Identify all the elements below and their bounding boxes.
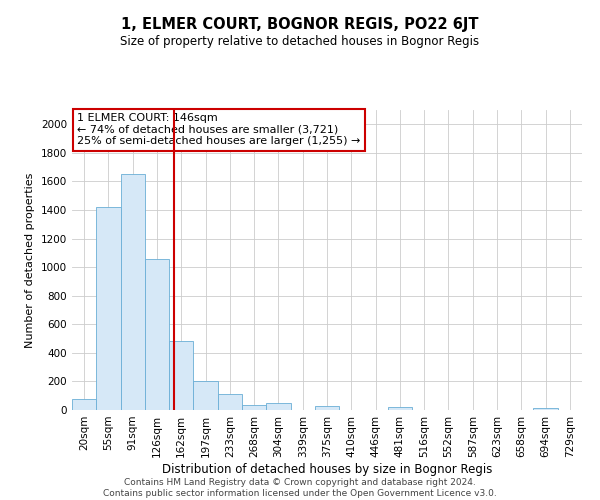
- Y-axis label: Number of detached properties: Number of detached properties: [25, 172, 35, 348]
- Text: 1 ELMER COURT: 146sqm
← 74% of detached houses are smaller (3,721)
25% of semi-d: 1 ELMER COURT: 146sqm ← 74% of detached …: [77, 113, 361, 146]
- Bar: [145, 258, 169, 410]
- Bar: [533, 408, 558, 410]
- Text: Size of property relative to detached houses in Bognor Regis: Size of property relative to detached ho…: [121, 35, 479, 48]
- Bar: [388, 407, 412, 410]
- Bar: [193, 382, 218, 410]
- Bar: [72, 398, 96, 410]
- Bar: [121, 174, 145, 410]
- Bar: [315, 406, 339, 410]
- Bar: [242, 405, 266, 410]
- X-axis label: Distribution of detached houses by size in Bognor Regis: Distribution of detached houses by size …: [162, 462, 492, 475]
- Bar: [218, 394, 242, 410]
- Bar: [96, 207, 121, 410]
- Text: Contains HM Land Registry data © Crown copyright and database right 2024.
Contai: Contains HM Land Registry data © Crown c…: [103, 478, 497, 498]
- Bar: [266, 403, 290, 410]
- Bar: [169, 342, 193, 410]
- Text: 1, ELMER COURT, BOGNOR REGIS, PO22 6JT: 1, ELMER COURT, BOGNOR REGIS, PO22 6JT: [121, 18, 479, 32]
